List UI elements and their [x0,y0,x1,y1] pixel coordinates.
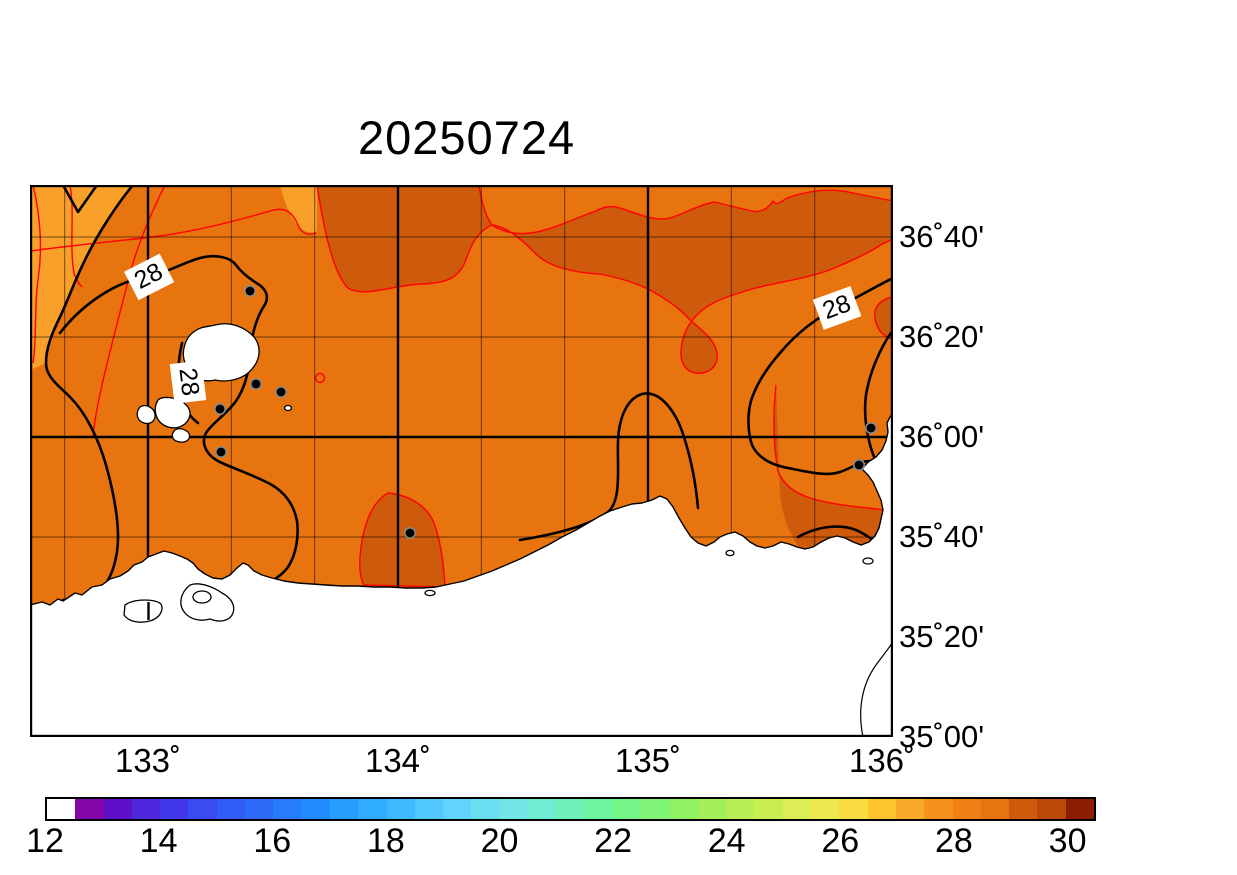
colorbar-cell [726,799,755,819]
colorbar-tick-label: 30 [1048,822,1087,860]
colorbar-cell [301,799,330,819]
cool-wedge-top [280,185,317,233]
colorbar-cell [245,799,274,819]
contour-east-edge [863,328,893,467]
colorbar-cell [952,799,981,819]
islands [136,323,874,597]
colorbar-cell [131,799,161,819]
contour-west-long [44,185,135,602]
station-dot [250,378,263,391]
colorbar-tick-label: 24 [707,822,746,860]
colorbar-cell [386,799,415,819]
lat-tick-label: 35˚20' [899,619,985,654]
colorbar-cell [924,799,953,819]
colorbar-cell [782,799,812,819]
colorbar-cell [584,799,613,819]
lat-tick-label: 35˚00' [899,719,985,754]
colorbar-cell [839,799,868,819]
colorbar-cell [895,799,925,819]
map-frame [30,185,893,737]
colorbar-tick-label: 26 [821,822,860,860]
colorbar-cell [697,799,727,819]
colorbar-cell [641,799,670,819]
colorbar-cell [160,799,189,819]
colorbar-tick-label: 14 [139,822,178,860]
islet-small-1 [283,404,293,412]
colorbar-cell [47,799,76,819]
lakes [123,583,235,623]
station-dots [214,285,877,539]
colorbar-cell [1037,799,1066,819]
island-dogo [182,323,260,382]
colorbar-tick-label: 22 [594,822,633,860]
page-title: 20250724 [358,111,576,164]
colorbar [45,797,1096,821]
lon-tick-label: 135˚ [614,742,682,779]
colorbar-cell [1065,799,1094,819]
station-dot [403,526,416,539]
colorbar-cell [669,799,698,819]
lon-tick-label: 133˚ [114,742,182,779]
station-dot [852,458,865,471]
colorbar-cell [358,799,387,819]
lake-biwa-shore [860,640,893,737]
lat-tick-label: 36˚20' [899,319,985,354]
colorbar-cell [188,799,217,819]
colorbar-cell [1009,799,1038,819]
contour-v-notch [61,185,99,214]
island-dozen-1 [136,404,156,425]
red-contour-small-loop [314,372,326,384]
island-dozen-3 [171,428,191,443]
lon-tick-label: 136˚ [848,742,916,779]
map-panel: 28 28 28 [30,185,893,737]
islet-small-2 [424,589,436,597]
warm-patch-wakasa-outline [773,384,893,512]
islet-small-4 [862,557,874,565]
warm-patch-north-band [316,185,893,374]
colorbar-cell [273,799,302,819]
colorbar-cell [556,799,585,819]
colorbar-cell [811,799,840,819]
sst-contour-map [30,185,893,737]
colorbar-cell [980,799,1010,819]
station-dot [244,285,257,298]
lat-tick-label: 36˚40' [899,219,985,254]
station-dot [214,403,227,416]
colorbar-cell [75,799,104,819]
lat-tick-label: 35˚40' [899,519,985,554]
colorbar-cell [867,799,896,819]
station-dot [275,386,288,399]
colorbar-cell [103,799,132,819]
colorbar-cell [528,799,557,819]
station-dot [864,422,877,435]
colorbar-tick-label: 20 [480,822,519,860]
lake-shinji [123,599,163,623]
warm-patch-coastal-triangle [359,492,446,588]
colorbar-cell [499,799,529,819]
colorbar-tick-label: 18 [366,822,405,860]
colorbar-cell [443,799,472,819]
island-dozen-2 [154,396,191,429]
lat-tick-label: 36˚00' [899,419,985,454]
station-dot [215,445,228,458]
lon-tick-label: 134˚ [364,742,432,779]
land-honshu [30,412,893,737]
red-contours [30,185,317,438]
colorbar-tick-label: 16 [253,822,292,860]
colorbar-cell [612,799,642,819]
colorbar-tick-label: 12 [26,822,64,860]
colorbar-cell [414,799,444,819]
islet-small-3 [725,549,735,557]
nakaumi-island [192,590,212,604]
colorbar-cell [471,799,500,819]
colorbar-cell [329,799,359,819]
colorbar-cell [216,799,246,819]
colorbar-tick-label: 28 [934,822,973,860]
colorbar-cell [754,799,783,819]
